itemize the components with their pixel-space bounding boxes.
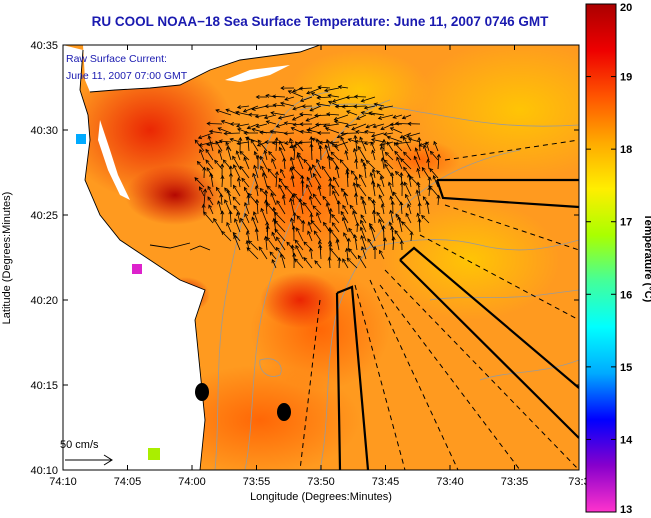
x-tick-label: 73:35 — [501, 476, 529, 488]
sst-fleck — [76, 134, 86, 144]
bathymetry-contours — [214, 91, 579, 470]
y-tick-label: 40:20 — [30, 295, 58, 307]
land-mask — [63, 45, 320, 470]
x-tick-label: 73:55 — [243, 476, 271, 488]
colorbar-tick-label: 17 — [620, 217, 632, 229]
colorbar-tick-label: 20 — [620, 2, 632, 14]
scale-arrow — [65, 454, 113, 466]
colorbar-tick-label: 19 — [620, 72, 632, 84]
x-tick-label: 74:10 — [49, 476, 77, 488]
x-axis-label: Longitude (Degrees:Minutes) — [250, 491, 392, 503]
current-inset-label: Raw Surface Current: — [66, 53, 167, 65]
y-axis-label: Latitude (Degrees:Minutes) — [1, 192, 13, 325]
sst-fleck — [148, 448, 160, 460]
colorbar-tick-label: 18 — [620, 144, 632, 156]
map-title: RU COOL NOAA−18 Sea Surface Temperature:… — [91, 14, 549, 29]
y-tick-label: 40:15 — [30, 380, 58, 392]
current-inset-time: June 11, 2007 07:00 GMT — [66, 70, 188, 82]
y-tick-label: 40:30 — [30, 125, 58, 137]
y-tick-label: 40:10 — [30, 465, 58, 477]
x-axis: 74:10 74:05 74:00 73:55 73:50 73:45 73:40 73:35… — [49, 45, 590, 488]
sst-fleck — [132, 264, 142, 274]
x-tick-label: 73:50 — [307, 476, 335, 488]
colorbar-tick-label: 16 — [620, 289, 632, 301]
y-tick-label: 40:25 — [30, 210, 58, 222]
station-marker — [277, 403, 291, 421]
coastline — [79, 45, 321, 470]
x-tick-label: 73:45 — [372, 476, 400, 488]
colorbar-tick-label: 14 — [620, 434, 633, 446]
x-tick-label: 73:3 — [568, 476, 589, 488]
colorbar-scale — [585, 3, 617, 513]
surface-current-vectors — [194, 85, 441, 269]
y-tick-label: 40:35 — [30, 40, 58, 52]
colorbar-tick-label: 13 — [620, 504, 632, 516]
x-tick-label: 74:00 — [178, 476, 206, 488]
x-tick-label: 74:05 — [114, 476, 142, 488]
x-tick-label: 73:40 — [436, 476, 464, 488]
y-axis: 40:35 40:30 40:25 40:20 40:15 40:10 — [30, 40, 579, 477]
colorbar-label: Temperature (°C) — [642, 214, 651, 303]
transect-lines — [299, 139, 579, 470]
station-marker — [195, 383, 209, 401]
colorbar-tick-label: 15 — [620, 362, 632, 374]
scale-label: 50 cm/s — [60, 439, 99, 451]
